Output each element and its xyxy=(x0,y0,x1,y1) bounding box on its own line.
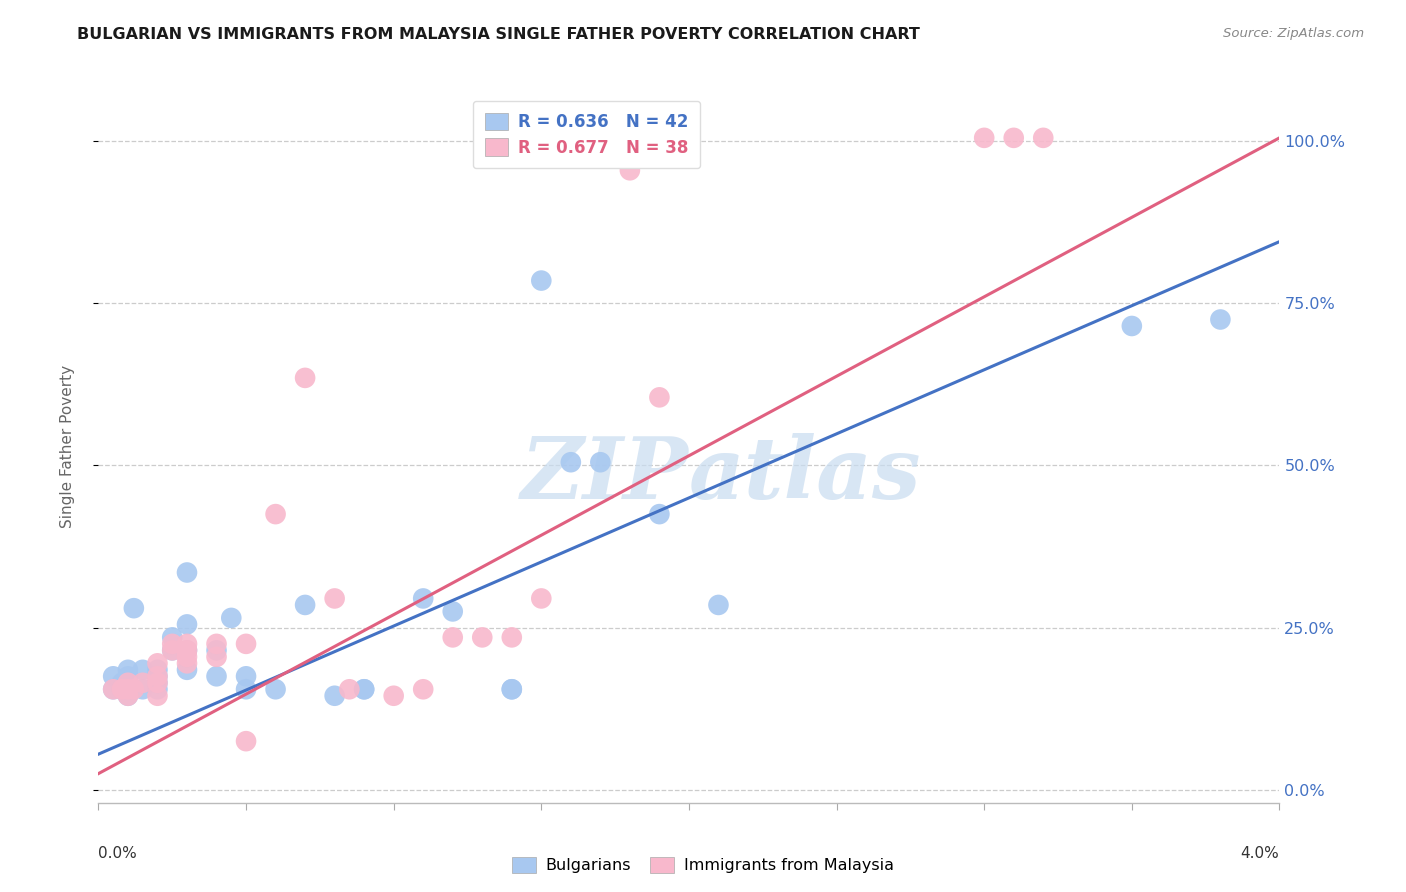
Point xyxy=(103,682,125,697)
Point xyxy=(205,669,228,683)
Point xyxy=(132,682,155,697)
Point xyxy=(122,682,145,697)
Point xyxy=(146,669,169,683)
Point xyxy=(146,657,169,671)
Point xyxy=(117,669,139,683)
Point xyxy=(235,669,257,683)
Point xyxy=(111,682,134,697)
Point xyxy=(162,643,183,657)
Point xyxy=(441,604,464,618)
Point xyxy=(132,675,155,690)
Point xyxy=(117,682,139,697)
Point xyxy=(1121,318,1143,333)
Point xyxy=(412,682,434,697)
Point xyxy=(176,643,198,657)
Point xyxy=(235,637,257,651)
Point xyxy=(471,631,494,645)
Point xyxy=(103,682,125,697)
Point xyxy=(146,682,169,697)
Text: atlas: atlas xyxy=(689,433,921,516)
Point xyxy=(648,390,671,404)
Point xyxy=(294,371,316,385)
Point xyxy=(176,566,198,580)
Point xyxy=(589,455,612,469)
Point xyxy=(205,643,228,657)
Point xyxy=(235,682,257,697)
Point xyxy=(412,591,434,606)
Point xyxy=(235,734,257,748)
Point xyxy=(973,131,995,145)
Text: 4.0%: 4.0% xyxy=(1240,846,1279,861)
Point xyxy=(382,689,405,703)
Point xyxy=(353,682,375,697)
Point xyxy=(103,669,125,683)
Point xyxy=(530,591,553,606)
Text: ZIP: ZIP xyxy=(522,433,689,516)
Point xyxy=(501,682,523,697)
Point xyxy=(117,663,139,677)
Point xyxy=(1209,312,1232,326)
Legend: Bulgarians, Immigrants from Malaysia: Bulgarians, Immigrants from Malaysia xyxy=(506,850,900,880)
Point xyxy=(122,601,145,615)
Point xyxy=(117,675,139,690)
Point xyxy=(117,689,139,703)
Point xyxy=(1032,131,1054,145)
Point xyxy=(323,591,346,606)
Point xyxy=(162,643,183,657)
Legend: R = 0.636   N = 42, R = 0.677   N = 38: R = 0.636 N = 42, R = 0.677 N = 38 xyxy=(472,101,700,169)
Point xyxy=(205,649,228,664)
Point xyxy=(176,657,198,671)
Point xyxy=(146,675,169,690)
Point xyxy=(501,682,523,697)
Point xyxy=(353,682,375,697)
Point xyxy=(162,637,183,651)
Point xyxy=(589,150,612,164)
Point xyxy=(560,455,582,469)
Point xyxy=(111,675,134,690)
Point xyxy=(132,663,155,677)
Point xyxy=(648,507,671,521)
Point xyxy=(323,689,346,703)
Point xyxy=(176,649,198,664)
Point xyxy=(707,598,730,612)
Point xyxy=(176,617,198,632)
Point xyxy=(117,689,139,703)
Y-axis label: Single Father Poverty: Single Father Poverty xyxy=(60,365,75,527)
Point xyxy=(441,631,464,645)
Point xyxy=(146,689,169,703)
Point xyxy=(146,663,169,677)
Point xyxy=(619,163,641,178)
Text: BULGARIAN VS IMMIGRANTS FROM MALAYSIA SINGLE FATHER POVERTY CORRELATION CHART: BULGARIAN VS IMMIGRANTS FROM MALAYSIA SI… xyxy=(77,27,920,42)
Point xyxy=(162,631,183,645)
Point xyxy=(205,637,228,651)
Point xyxy=(264,682,287,697)
Point xyxy=(560,131,582,145)
Point xyxy=(111,682,134,697)
Text: Source: ZipAtlas.com: Source: ZipAtlas.com xyxy=(1223,27,1364,40)
Point xyxy=(501,631,523,645)
Point xyxy=(530,274,553,288)
Point xyxy=(221,611,243,625)
Text: 0.0%: 0.0% xyxy=(98,846,138,861)
Point xyxy=(339,682,361,697)
Point xyxy=(1002,131,1025,145)
Point xyxy=(146,675,169,690)
Point xyxy=(146,669,169,683)
Point xyxy=(117,675,139,690)
Point xyxy=(176,643,198,657)
Point xyxy=(176,663,198,677)
Point xyxy=(176,637,198,651)
Point xyxy=(264,507,287,521)
Point xyxy=(294,598,316,612)
